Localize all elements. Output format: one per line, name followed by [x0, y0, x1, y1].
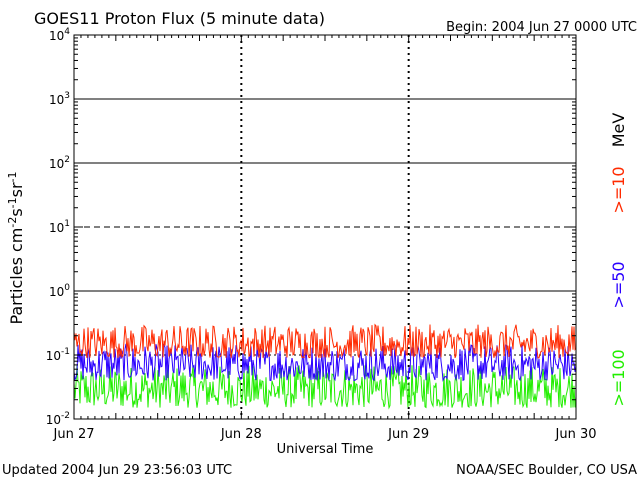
- updated-label: Updated 2004 Jun 29 23:56:03 UTC: [2, 463, 232, 478]
- x-axis-label: Universal Time: [277, 442, 374, 457]
- legend-unit-label: MeV: [609, 113, 628, 148]
- y-tick-label: 10-1: [46, 347, 70, 363]
- x-tick-label: Jun 28: [220, 427, 262, 442]
- series-layer: [73, 323, 577, 410]
- y-axis-label: Particles cm-2s-1sr-1: [6, 171, 26, 324]
- series-line-50: [73, 343, 577, 382]
- legend-entry-label: >=50: [609, 261, 628, 308]
- legend-entry-label: >=10: [609, 166, 628, 213]
- x-tick-label: Jun 30: [555, 427, 597, 442]
- y-tick-label: 102: [49, 155, 70, 171]
- legend-entry: >=10: [609, 166, 628, 213]
- legend-unit: MeV: [609, 113, 628, 148]
- chart-title: GOES11 Proton Flux (5 minute data): [34, 9, 325, 28]
- legend-entry: >=100: [609, 349, 628, 406]
- series-line-100: [73, 365, 577, 410]
- y-tick-label: 10-2: [46, 411, 70, 427]
- y-tick-label: 101: [49, 219, 70, 235]
- source-label: NOAA/SEC Boulder, CO USA: [456, 463, 637, 478]
- y-tick-label: 103: [49, 91, 70, 107]
- axis-layer: [73, 34, 577, 420]
- series-line-10: [73, 323, 577, 359]
- y-tick-label: 100: [49, 283, 70, 299]
- x-tick-label: Jun 27: [53, 427, 95, 442]
- legend-entry-label: >=100: [609, 349, 628, 406]
- legend-entry: >=50: [609, 261, 628, 308]
- svg-text:Particles cm-2s-1sr-1: Particles cm-2s-1sr-1: [6, 171, 26, 324]
- legend: MeV >=10 >=50 >=100: [609, 113, 628, 407]
- tick-labels: 10-2 10-1 100 101 102 103 104 Jun 27 Jun 28 Jun 2…: [46, 27, 597, 442]
- begin-label: Begin: 2004 Jun 27 0000 UTC: [446, 20, 637, 35]
- x-tick-label: Jun 29: [387, 427, 429, 442]
- y-tick-label: 104: [49, 27, 70, 43]
